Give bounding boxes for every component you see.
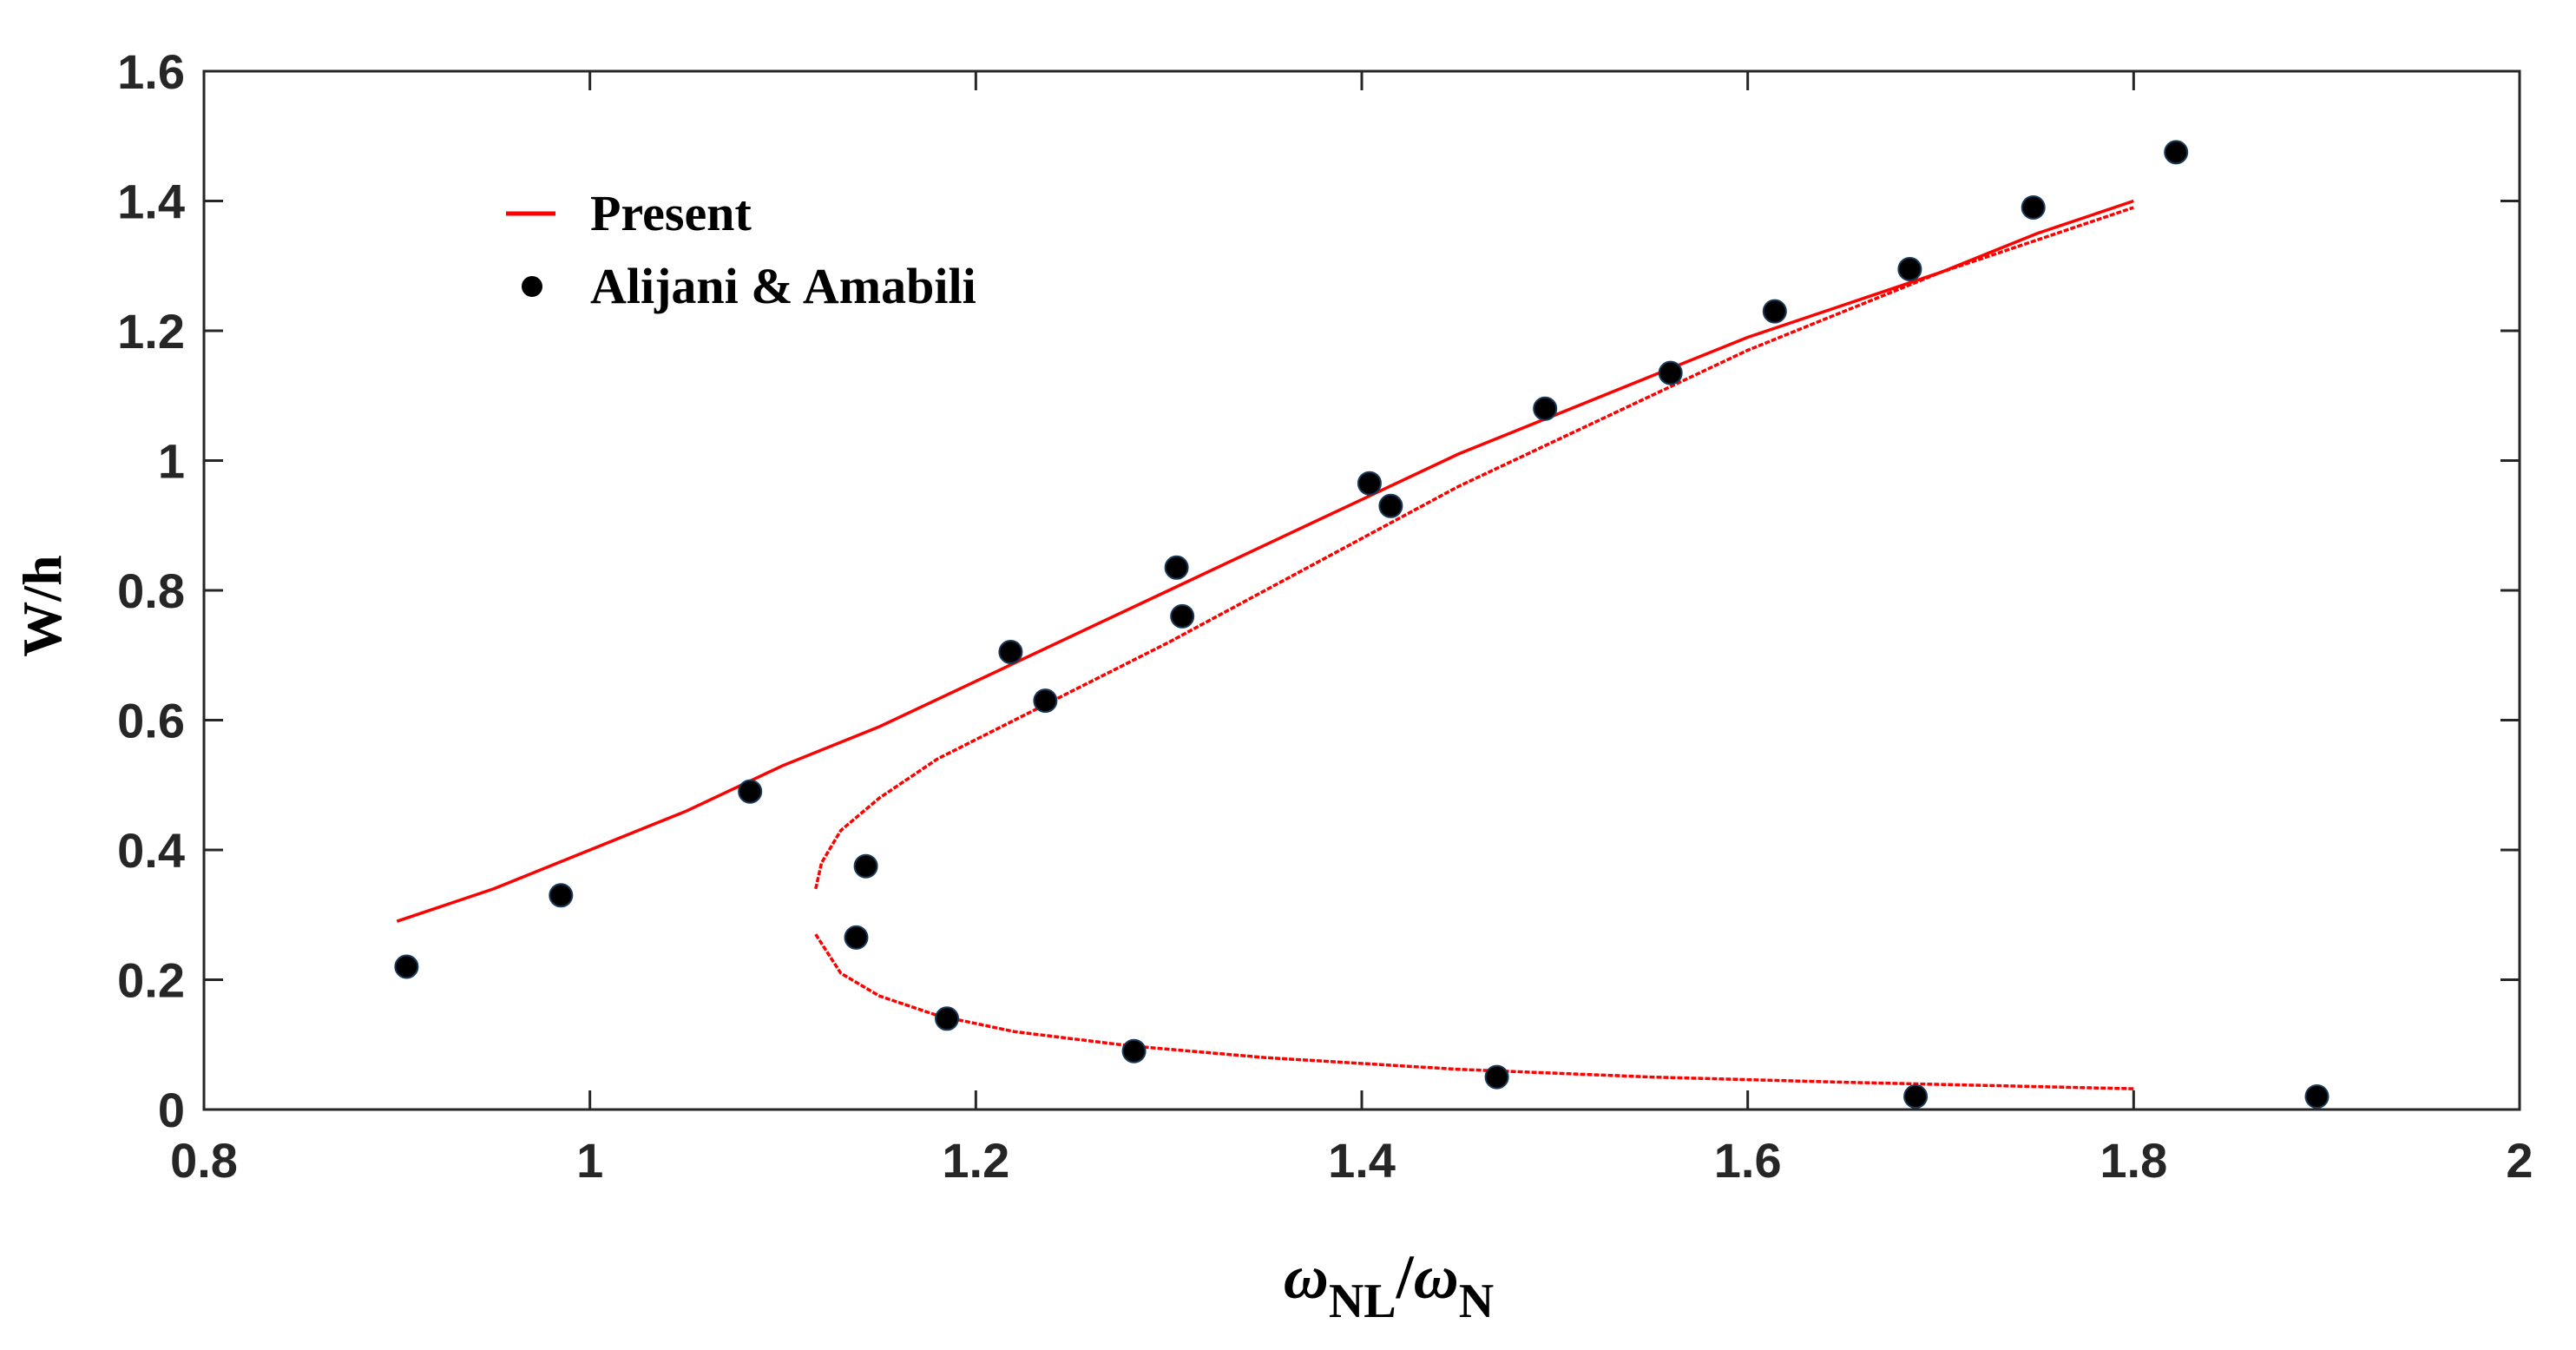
alijani-amabili-point xyxy=(1762,299,1787,324)
legend-alijani-label: Alijani & Amabili xyxy=(590,258,976,314)
legend-present-label: Present xyxy=(590,185,752,241)
x-tick-label: 1.6 xyxy=(1714,1133,1782,1188)
alijani-amabili-point xyxy=(1121,1038,1147,1064)
alijani-amabili-point xyxy=(2021,195,2046,220)
x-tick-label: 0.8 xyxy=(170,1133,238,1188)
legend: Present Alijani & Amabili xyxy=(506,185,976,314)
y-tick-label: 1.4 xyxy=(117,175,185,229)
x-tick-label: 2 xyxy=(2506,1133,2533,1188)
axis-ticks: 0.8 1 1.2 1.4 1.6 1.8 2 0 0.2 0.4 0.6 0.8 1 1.2 1.4 1.6 xyxy=(117,44,2533,1188)
alijani-amabili-point xyxy=(844,925,869,950)
alijani-amabili-point xyxy=(1357,471,1382,496)
x-axis-omega-1: ω xyxy=(1284,1242,1329,1312)
alijani-amabili-point xyxy=(1903,1084,1929,1109)
alijani-amabili-point xyxy=(1378,493,1403,518)
alijani-amabili-series xyxy=(394,140,2330,1109)
x-axis-subscript-nl: NL xyxy=(1329,1274,1396,1328)
alijani-amabili-point xyxy=(1533,396,1558,421)
x-axis-omega-2: ω xyxy=(1414,1242,1459,1312)
alijani-amabili-point xyxy=(1484,1064,1509,1090)
x-tick-label: 1.2 xyxy=(942,1133,1009,1188)
alijani-amabili-point xyxy=(935,1006,959,1031)
x-tick-label: 1.8 xyxy=(2100,1133,2167,1188)
alijani-amabili-point xyxy=(853,853,878,879)
x-axis-slash: / xyxy=(1396,1242,1415,1312)
present-curve-middle-branch xyxy=(814,206,2134,890)
alijani-amabili-point xyxy=(1170,603,1195,629)
present-curve-upper-branch xyxy=(396,199,2134,923)
y-tick-label: 0.6 xyxy=(117,694,185,748)
x-axis-title: ωNL/ωN xyxy=(1284,1242,1494,1328)
alijani-amabili-point xyxy=(998,640,1023,664)
y-tick-label: 0.8 xyxy=(117,563,185,618)
y-tick-label: 1 xyxy=(158,434,185,489)
alijani-amabili-point xyxy=(1164,555,1189,580)
y-tick-label: 0 xyxy=(158,1083,185,1137)
x-tick-label: 1 xyxy=(576,1133,603,1188)
alijani-amabili-point xyxy=(1658,360,1683,385)
y-tick-label: 1.2 xyxy=(117,304,185,359)
legend-alijani-marker xyxy=(522,276,542,297)
y-tick-label: 1.6 xyxy=(117,44,185,99)
y-tick-label: 0.4 xyxy=(117,823,185,878)
alijani-amabili-point xyxy=(549,883,574,908)
alijani-amabili-point xyxy=(738,779,763,804)
alijani-amabili-point xyxy=(1897,257,1922,281)
x-tick-label: 1.4 xyxy=(1328,1133,1396,1188)
x-axis-title-text: ωNL/ωN xyxy=(1284,1242,1494,1328)
alijani-amabili-point xyxy=(2164,140,2189,165)
alijani-amabili-point xyxy=(1033,688,1058,714)
y-tick-label: 0.2 xyxy=(117,953,185,1008)
alijani-amabili-point xyxy=(394,954,419,979)
x-axis-subscript-n: N xyxy=(1459,1274,1494,1328)
alijani-amabili-point xyxy=(2304,1084,2330,1109)
y-axis-title: W/h xyxy=(11,555,73,656)
